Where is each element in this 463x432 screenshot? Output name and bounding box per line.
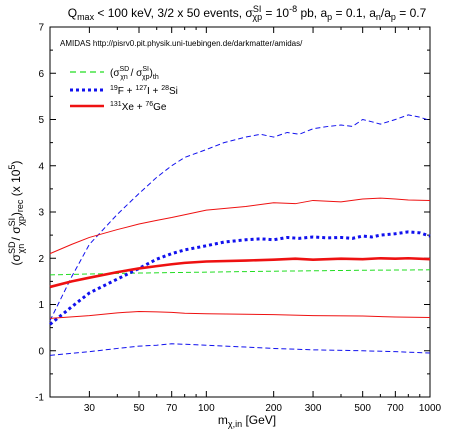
y-tick-label: -1: [35, 393, 44, 404]
x-tick-label: 300: [305, 403, 322, 414]
series-XeGe_upper: [49, 197, 431, 255]
y-tick-label: 1: [38, 300, 44, 311]
x-tick-label: 100: [198, 403, 215, 414]
legend-label-fisi: 19F + 127I + 28Si: [110, 85, 178, 97]
x-tick-label: 70: [166, 403, 178, 414]
axis-ticks: -1 0 1 2 3 4 5 6 7 30 50 70 100 200 300 500 700 1000: [35, 23, 441, 415]
x-tick-label: 500: [354, 403, 371, 414]
legend: (σSD χn / σSI χp)th 19F + 127I + 28Si 131X…: [70, 66, 178, 113]
x-axis-label: mχ,in [GeV]: [218, 413, 276, 429]
legend-label-theory: (σSD χn / σSI χp)th: [110, 66, 159, 81]
x-tick-label: 1000: [419, 403, 442, 414]
series-layer: [49, 114, 431, 356]
x-tick-label: 700: [387, 403, 404, 414]
series-theory: [49, 269, 431, 276]
y-tick-label: 7: [38, 23, 44, 34]
series-XeGe_mean: [49, 256, 431, 289]
y-tick-label: 3: [38, 208, 44, 219]
x-tick-label: 50: [133, 403, 145, 414]
y-tick-label: 6: [38, 69, 44, 80]
y-axis-label: (σSDχn / σSIχp)rec (x 105): [7, 161, 26, 266]
legend-label-xege: 131Xe + 76Ge: [110, 101, 167, 113]
y-tick-label: 0: [38, 346, 44, 357]
title: Qmax < 100 keV, 3/2 x 50 events, σSI χp =…: [68, 4, 427, 22]
series-FISi_lower: [49, 343, 431, 356]
series-FISi_upper: [49, 114, 431, 321]
x-tick-label: 30: [84, 403, 96, 414]
y-tick-label: 4: [38, 161, 44, 172]
y-tick-label: 2: [38, 254, 44, 265]
y-tick-label: 5: [38, 115, 44, 126]
x-tick-label: 200: [265, 403, 282, 414]
series-XeGe_lower: [49, 310, 431, 319]
series-FISi_mean: [49, 230, 431, 326]
plot-frame: [49, 26, 431, 398]
chart-title: Qmax < 100 keV, 3/2 x 50 events, σSI χp =…: [68, 4, 427, 22]
amidas-note: AMIDAS http://pisrv0.pit.physik.uni-tueb…: [60, 39, 303, 48]
